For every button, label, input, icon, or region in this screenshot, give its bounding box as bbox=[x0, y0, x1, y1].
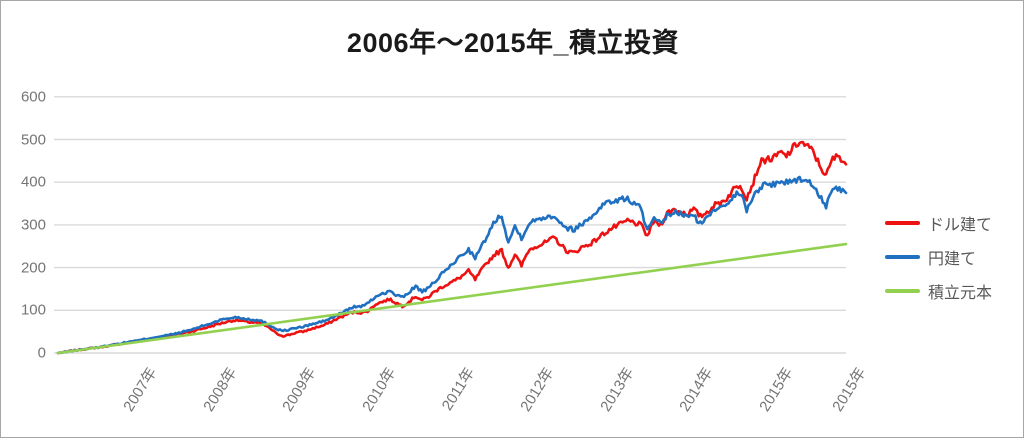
legend-line-swatch-dollar bbox=[885, 220, 920, 225]
y-tick-label: 100 bbox=[20, 301, 46, 319]
legend-line-swatch-yen bbox=[885, 254, 920, 259]
legend-label-yen: 円建て bbox=[928, 250, 977, 268]
legend-item-dollar: ドル建て bbox=[885, 212, 993, 234]
chart-title: 2006年～2015年_積立投資 bbox=[346, 28, 680, 58]
y-tick-label: 400 bbox=[20, 173, 46, 191]
y-tick-label: 500 bbox=[20, 131, 46, 148]
legend-item-principal: 積立元本 bbox=[885, 280, 993, 302]
y-tick-label: 200 bbox=[20, 259, 46, 277]
y-tick-label: 0 bbox=[37, 344, 46, 362]
legend-label-dollar: ドル建て bbox=[928, 216, 993, 234]
legend-item-yen: 円建て bbox=[885, 246, 992, 268]
y-tick-label: 600 bbox=[20, 88, 46, 106]
series-line-principal bbox=[56, 242, 848, 355]
legend-label-principal: 積立元本 bbox=[928, 284, 993, 302]
series-line-yen bbox=[56, 175, 848, 355]
series-line-dollar bbox=[56, 140, 848, 355]
legend: ドル建て 円建て 積立元本 bbox=[885, 212, 993, 302]
legend-line-swatch-principal bbox=[885, 288, 920, 293]
y-tick-label: 300 bbox=[20, 216, 46, 234]
